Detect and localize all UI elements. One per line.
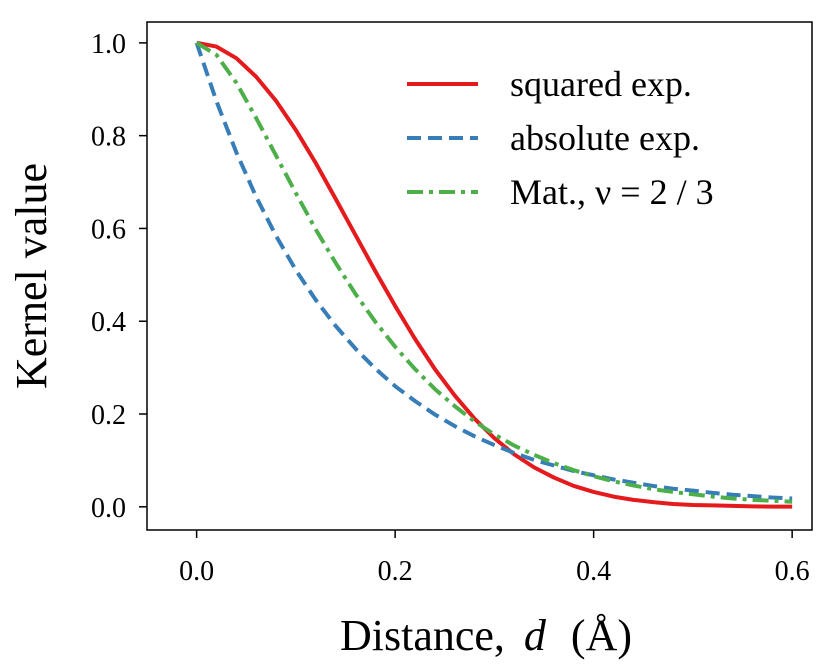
y-axis-ticks: 0.0 0.2 0.4 0.6 0.8 1.0 (91, 29, 147, 524)
x-tick-label: 0.4 (576, 556, 611, 587)
x-axis-title-variable: d (524, 611, 547, 660)
x-axis-title-unit: (Å) (571, 611, 632, 660)
x-axis-title: Distance, d (Å) (340, 611, 632, 660)
legend-label-absolute-exp: absolute exp. (510, 118, 700, 158)
legend-label-squared-exp: squared exp. (510, 64, 692, 104)
x-axis-title-text: Distance, (340, 611, 505, 660)
series-layer (194, 40, 793, 509)
x-axis-ticks: 0.0 0.2 0.4 0.6 (179, 530, 810, 587)
series-line-absolute-exp (194, 42, 793, 501)
x-tick-label: 0.2 (378, 556, 413, 587)
y-tick-label: 0.2 (91, 400, 126, 431)
x-tick-label: 0.0 (179, 556, 214, 587)
y-tick-label: 0.6 (91, 214, 126, 245)
y-tick-label: 1.0 (91, 29, 126, 60)
y-axis-title: Kernel value (7, 163, 56, 389)
y-tick-label: 0.0 (91, 493, 126, 524)
plot-frame (146, 21, 813, 531)
legend: squared exp. absolute exp. Mat., ν = 2 /… (407, 64, 714, 212)
series-line-squared-exp (196, 40, 793, 509)
y-tick-label: 0.8 (91, 122, 126, 153)
legend-label-matern: Mat., ν = 2 / 3 (510, 172, 714, 212)
series-line-matern (195, 41, 793, 504)
x-tick-label: 0.6 (775, 556, 810, 587)
y-tick-label: 0.4 (91, 307, 126, 338)
